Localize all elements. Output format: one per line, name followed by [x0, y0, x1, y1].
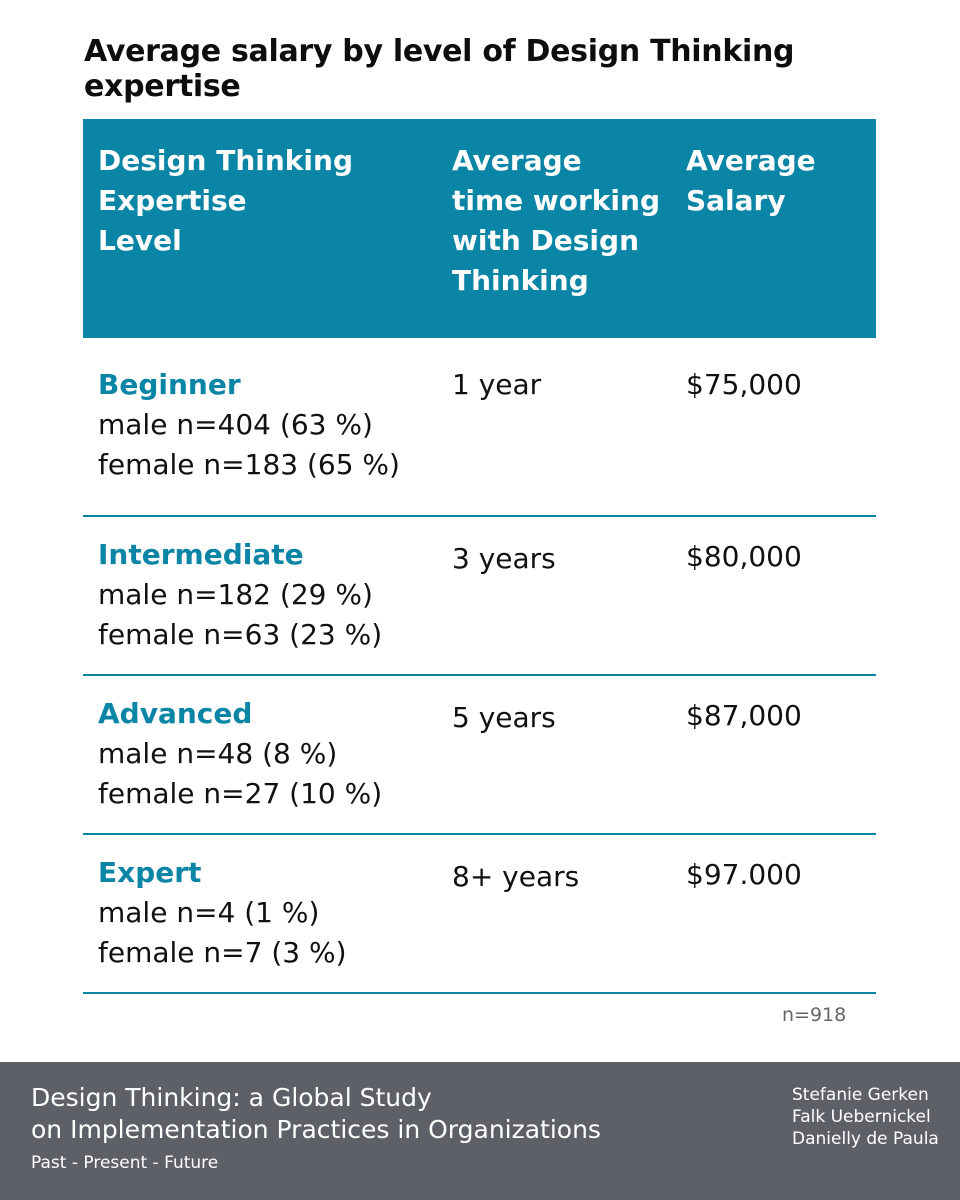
author-name: Falk Uebernickel	[792, 1107, 931, 1127]
salary-table: Design Thinking Expertise Level Average …	[83, 119, 876, 994]
salary-cell: $75,000	[686, 368, 802, 401]
footer-title: Design Thinking: a Global Study on Imple…	[31, 1083, 601, 1144]
time-cell: 1 year	[452, 368, 542, 401]
level-name: Beginner	[98, 368, 241, 401]
footer: Design Thinking: a Global Study on Imple…	[0, 1062, 960, 1200]
table-row: Advanced male n=48 (8 %) female n=27 (10…	[83, 676, 876, 835]
footer-subtitle: Past - Present - Future	[31, 1153, 219, 1173]
table-row: Intermediate male n=182 (29 %) female n=…	[83, 517, 876, 676]
male-count: male n=48 (8 %)	[98, 737, 338, 770]
salary-cell: $97.000	[686, 858, 802, 891]
time-cell: 3 years	[452, 542, 556, 575]
salary-cell: $87,000	[686, 699, 802, 732]
level-cell: Beginner male n=404 (63 %) female n=183 …	[98, 365, 400, 485]
salary-cell: $80,000	[686, 540, 802, 573]
time-cell: 5 years	[452, 701, 556, 734]
authors-list: Stefanie Gerken Falk Uebernickel Daniell…	[792, 1084, 939, 1150]
female-count: female n=7 (3 %)	[98, 936, 347, 969]
male-count: male n=404 (63 %)	[98, 408, 373, 441]
time-cell: 8+ years	[452, 860, 580, 893]
female-count: female n=63 (23 %)	[98, 618, 383, 651]
level-name: Advanced	[98, 697, 253, 730]
level-cell: Advanced male n=48 (8 %) female n=27 (10…	[98, 694, 382, 814]
female-count: female n=183 (65 %)	[98, 448, 400, 481]
level-name: Intermediate	[98, 538, 304, 571]
header-average-salary: Average Salary	[686, 144, 816, 217]
male-count: male n=182 (29 %)	[98, 578, 373, 611]
sample-size: n=918	[782, 1004, 847, 1026]
table-header: Design Thinking Expertise Level Average …	[83, 119, 876, 338]
male-count: male n=4 (1 %)	[98, 896, 320, 929]
table-row: Expert male n=4 (1 %) female n=7 (3 %) 8…	[83, 835, 876, 994]
female-count: female n=27 (10 %)	[98, 777, 383, 810]
level-name: Expert	[98, 856, 202, 889]
level-cell: Intermediate male n=182 (29 %) female n=…	[98, 535, 382, 655]
header-average-time: Average time working with Design Thinkin…	[452, 144, 661, 297]
author-name: Stefanie Gerken	[792, 1085, 929, 1105]
table-row: Beginner male n=404 (63 %) female n=183 …	[83, 338, 876, 517]
level-cell: Expert male n=4 (1 %) female n=7 (3 %)	[98, 853, 347, 973]
author-name: Danielly de Paula	[792, 1129, 939, 1149]
page-title: Average salary by level of Design Thinki…	[84, 34, 795, 104]
header-expertise-level: Design Thinking Expertise Level	[98, 144, 353, 257]
